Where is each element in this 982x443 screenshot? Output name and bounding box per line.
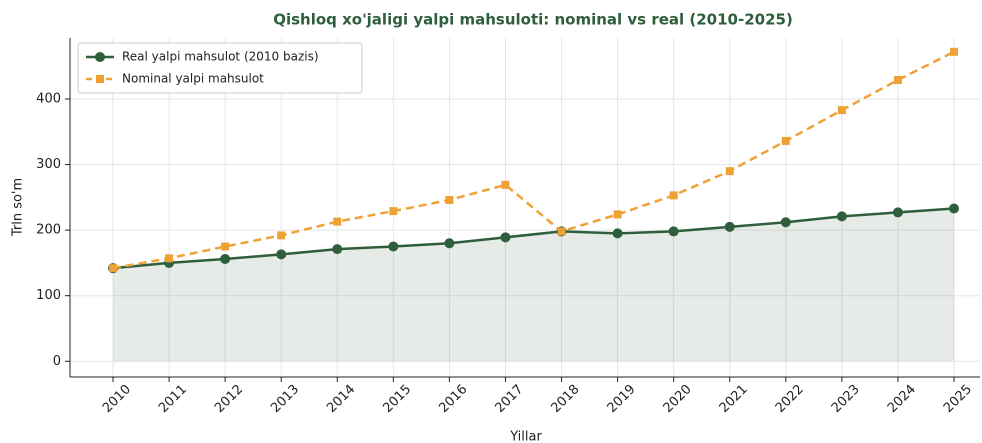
x-axis-label: Yillar [509, 430, 542, 443]
x-tick-label: 2018 [549, 382, 583, 416]
point [277, 231, 286, 240]
point [836, 211, 847, 222]
x-tick-label: 2022 [773, 382, 807, 416]
point [333, 217, 342, 226]
grid [70, 38, 980, 377]
y-tick-label: 0 [53, 354, 61, 369]
y-tick-label: 300 [36, 157, 61, 172]
point [276, 249, 287, 260]
x-tick-label: 2017 [492, 382, 526, 416]
x-tick-label: 2023 [829, 382, 863, 416]
legend-box [77, 42, 363, 94]
point [781, 136, 790, 145]
point [893, 75, 902, 84]
x-tick-label: 2010 [100, 382, 134, 416]
chart-title: Qishloq xo'jaligi yalpi mahsuloti: nomin… [273, 11, 793, 29]
point [780, 217, 791, 228]
point [501, 180, 510, 189]
x-tick-label: 2011 [156, 382, 190, 416]
point [725, 167, 734, 176]
point [332, 244, 343, 255]
point [613, 210, 622, 219]
legend-marker [95, 52, 105, 62]
point [668, 226, 679, 237]
x-tick-label: 2024 [885, 382, 919, 416]
point [445, 195, 454, 204]
line [112, 207, 955, 270]
x-tick-label: 2014 [324, 382, 358, 416]
x-tick-label: 2016 [436, 382, 470, 416]
x-tick-label: 2025 [941, 382, 975, 416]
point [612, 228, 623, 239]
y-tick-label: 100 [36, 288, 61, 303]
point [950, 47, 958, 56]
point [388, 241, 399, 252]
area [113, 208, 954, 362]
point [165, 254, 174, 263]
x-tick-label: 2012 [212, 382, 246, 416]
point [892, 207, 903, 218]
x-tick-label: 2021 [717, 382, 751, 416]
point [669, 191, 678, 200]
point [724, 221, 735, 232]
point [220, 253, 231, 264]
legend-label: Real yalpi mahsulot (2010 bazis) [122, 50, 319, 64]
point [837, 106, 846, 115]
legend-label: Nominal yalpi mahsulot [122, 72, 264, 86]
point [221, 242, 230, 251]
point [444, 238, 455, 249]
line [112, 50, 955, 270]
point [389, 207, 398, 216]
legend-marker [96, 75, 104, 83]
point [109, 264, 117, 273]
x-tick-label: 2020 [661, 382, 695, 416]
point [500, 232, 511, 243]
x-tick-label: 2015 [380, 382, 414, 416]
point [949, 203, 959, 214]
x-tick-label: 2019 [605, 382, 639, 416]
x-tick-label: 2013 [268, 382, 302, 416]
y-axis-label: Trln so'm [11, 178, 26, 237]
y-tick-label: 200 [36, 223, 61, 238]
point [557, 227, 566, 236]
y-tick-label: 400 [36, 91, 61, 106]
